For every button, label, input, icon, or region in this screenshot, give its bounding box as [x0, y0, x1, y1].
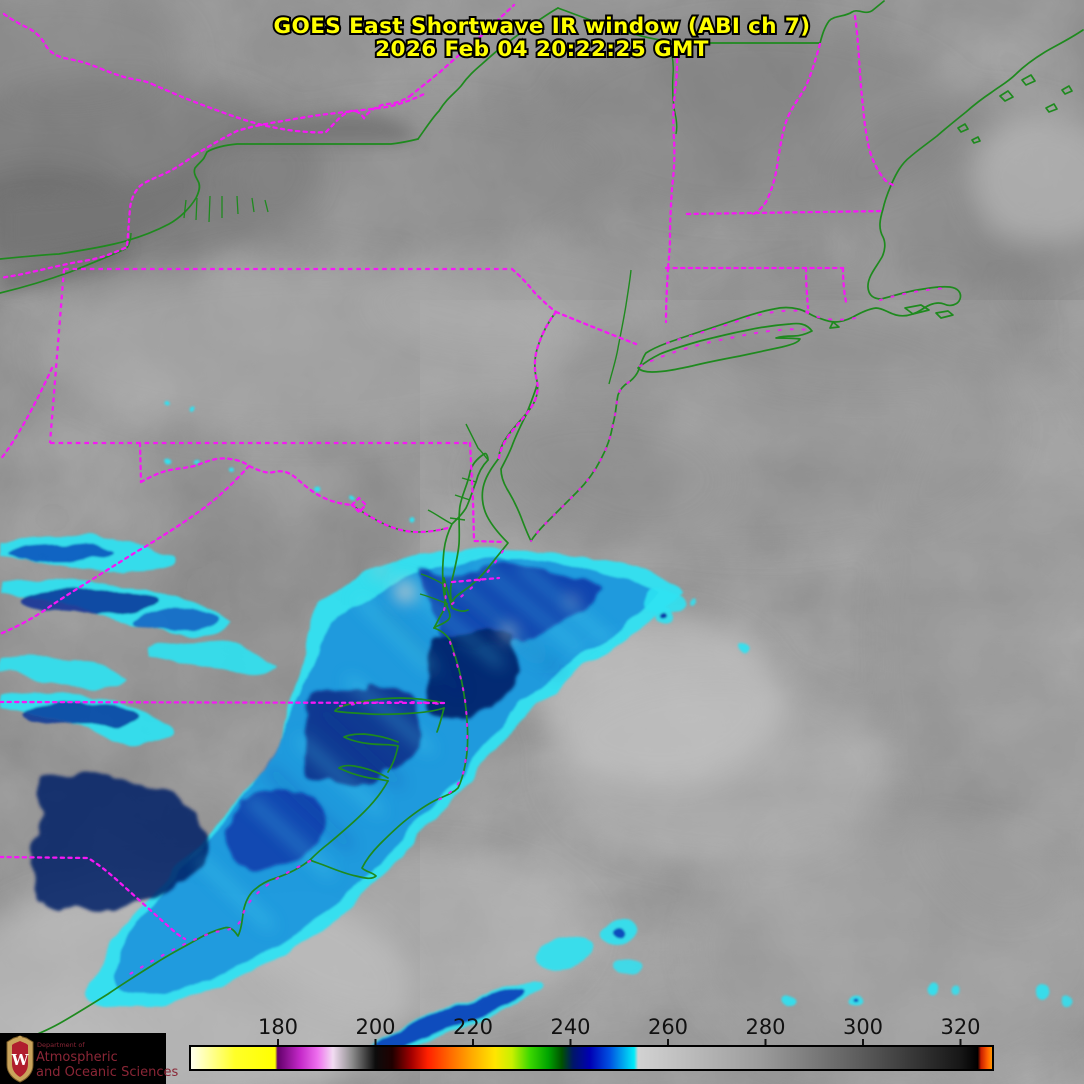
colorbar-tick-label: 240	[550, 1015, 590, 1039]
colorbar-tick-label: 300	[843, 1015, 883, 1039]
border-dc-loop	[350, 496, 368, 514]
border-va-md-delmarva	[450, 576, 501, 584]
border-oh-wv	[0, 366, 54, 462]
logo-line1: Atmospheric	[36, 1050, 118, 1065]
colorbar-tick-label: 220	[453, 1015, 493, 1039]
logo-dept-label: Department of	[37, 1041, 85, 1049]
border-ri-ct	[804, 266, 810, 310]
coast-border-dots	[128, 286, 950, 976]
border-ma-north	[685, 209, 886, 216]
outer-banks	[309, 627, 469, 880]
colorbar-tick-label: 200	[355, 1015, 395, 1039]
uw-crest-icon: W	[6, 1035, 34, 1083]
crest-letter: W	[11, 1051, 30, 1069]
colorbar-tick-label: 320	[940, 1015, 980, 1039]
border-wv-va	[0, 464, 251, 636]
pamlico-rivers	[338, 733, 399, 782]
newengland-coast	[628, 182, 962, 383]
border-potomac-md-va	[350, 503, 450, 534]
border-vt-nh	[751, 42, 822, 216]
colorbar-tick-label: 260	[648, 1015, 688, 1039]
timestamp-title: 2026 Feb 04 20:22:25 GMT	[375, 37, 709, 62]
colorbar-tick-labels: 180 200 220 240 260 280 300 320	[258, 1015, 981, 1039]
long-island	[637, 322, 813, 373]
border-ny-newengland	[664, 266, 670, 324]
maine-coast	[891, 29, 1084, 184]
border-nc-sc	[0, 855, 187, 941]
lake-erie-shore	[0, 248, 126, 294]
ma-islands	[829, 304, 954, 329]
colorbar-tick-label: 180	[258, 1015, 298, 1039]
colorbar-tick-label: 280	[745, 1015, 785, 1039]
canada-border-coast	[557, 0, 885, 44]
border-nh-me	[853, 14, 895, 187]
border-pa-nj-delaware	[497, 310, 558, 460]
state-border-layer	[0, 3, 950, 976]
niagara-river	[126, 232, 132, 249]
logo-line2: and Oceanic Sciences	[36, 1065, 178, 1080]
pamlico-west-shore	[309, 707, 445, 861]
border-va-nc	[0, 700, 450, 705]
aos-logo: W Department of Atmospheric and Oceanic …	[0, 1033, 178, 1084]
lake-ontario-shore	[0, 138, 419, 260]
header-titles: GOES East Shortwave IR window (ABI ch 7)…	[272, 12, 813, 64]
border-ny-nj	[554, 310, 638, 346]
border-pa-ny-delaware	[510, 267, 558, 314]
nc-sc-coast	[27, 859, 311, 1039]
lake-ontario-water	[0, 112, 418, 259]
temperature-colorbar: 180 200 220 240 260 280 300 320	[189, 1015, 994, 1071]
albemarle-sound	[334, 697, 445, 716]
va-beach-coast	[433, 577, 469, 629]
border-pa-west	[48, 268, 66, 444]
colorbar-tick-marks	[277, 1039, 962, 1046]
border-de-md	[468, 441, 507, 544]
border-ri-ma	[841, 266, 848, 304]
delaware-bay-east	[500, 384, 538, 542]
border-canada	[0, 3, 516, 280]
product-title: GOES East Shortwave IR window (ABI ch 7)	[274, 14, 811, 39]
susquehanna-river	[465, 423, 489, 461]
lake-champlain	[667, 44, 678, 135]
finger-lakes	[183, 195, 269, 223]
chesapeake-inlets	[419, 477, 477, 605]
st-lawrence-river	[417, 7, 559, 140]
hudson-river	[608, 269, 632, 385]
coastline-layer	[0, 0, 1084, 1039]
border-md-west-tip	[138, 441, 143, 484]
maine-islands	[957, 74, 1073, 144]
chesapeake-east-shore	[449, 452, 489, 605]
colorbar-bar	[189, 1045, 994, 1071]
